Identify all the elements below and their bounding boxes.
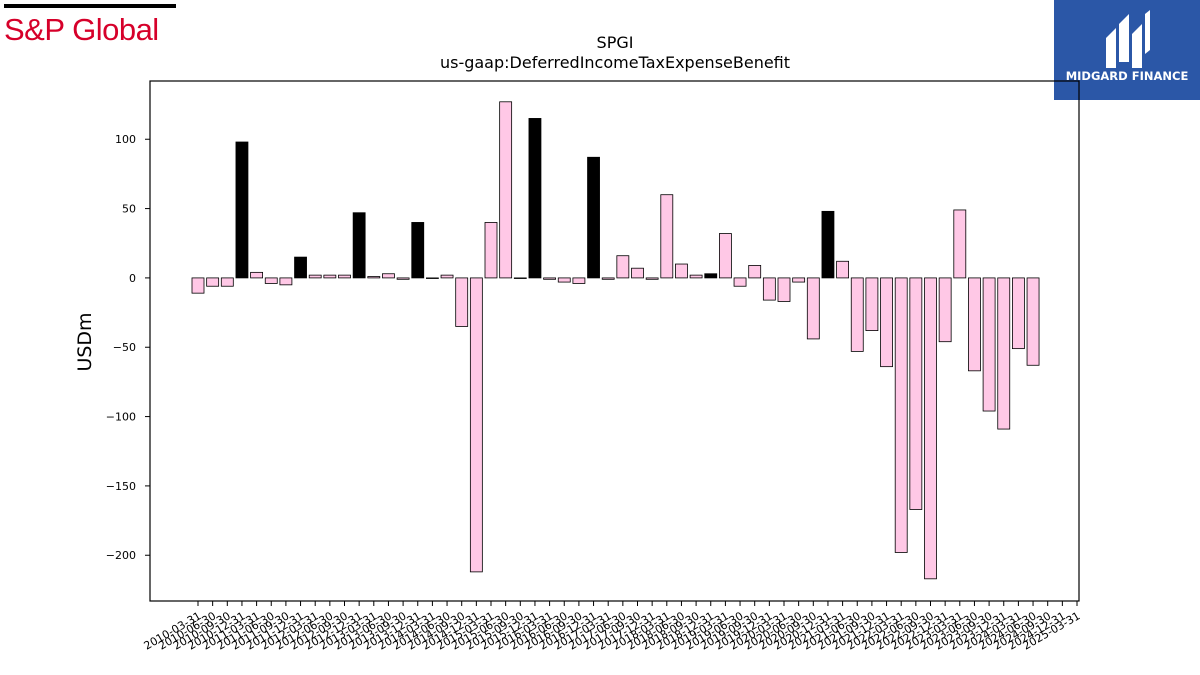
- bar-2022-12-31: [938, 277, 952, 343]
- bar-2012-06-30: [323, 274, 337, 279]
- y-axis-label: USDm: [74, 312, 96, 371]
- bar-2017-03-31: [601, 277, 615, 280]
- bar-2012-12-31: [352, 212, 366, 279]
- y-tick-label: −50: [113, 341, 136, 354]
- bar-2019-06-30: [733, 277, 747, 287]
- y-axis-ticks: 100 50 0 −50 −100 −150 −200: [106, 133, 150, 562]
- bar-2013-03-31: [367, 276, 381, 279]
- bar-2020-09-30: [806, 277, 820, 340]
- y-tick-label: 50: [122, 203, 136, 216]
- bar-2015-09-30: [513, 277, 527, 279]
- bar-2021-12-31: [880, 277, 893, 368]
- midgard-mark-icon: [1106, 10, 1150, 68]
- midgard-finance-logo: MIDGARD FINANCE: [1054, 0, 1200, 100]
- y-tick-label: 0: [129, 272, 136, 285]
- midgard-finance-logo-text: MIDGARD FINANCE: [1065, 69, 1189, 83]
- bar-2016-12-31: [587, 156, 600, 279]
- bar-2020-06-30: [792, 277, 806, 283]
- plot-frame: [149, 80, 1080, 602]
- bar-2020-12-31: [821, 210, 835, 279]
- bar-2015-06-30: [499, 101, 513, 279]
- bar-2024-06-30: [1026, 277, 1040, 366]
- bar-2019-09-30: [748, 265, 762, 279]
- logo-top-rule: [4, 4, 176, 8]
- bar-2021-03-31: [836, 260, 849, 279]
- bar-2016-03-31: [543, 277, 556, 280]
- bar-2015-03-31: [484, 222, 498, 279]
- bar-2022-09-30: [924, 277, 937, 580]
- y-tick-label: 100: [115, 133, 136, 146]
- sp-global-logo-text: S&P Global: [4, 12, 159, 47]
- bar-2011-09-30: [279, 277, 293, 286]
- bar-2013-12-31: [411, 222, 425, 279]
- bar-2013-06-30: [382, 273, 395, 279]
- bar-2017-09-30: [631, 267, 644, 279]
- bar-2014-12-31: [469, 277, 483, 573]
- bar-2014-09-30: [455, 277, 469, 327]
- bar-2017-12-31: [645, 277, 659, 280]
- bar-2023-06-30: [968, 277, 981, 372]
- y-tick-label: −150: [106, 480, 136, 493]
- bar-2018-12-31: [704, 273, 718, 279]
- bar-2011-12-31: [294, 256, 307, 279]
- bar-2017-06-30: [616, 255, 630, 279]
- bar-2014-06-30: [440, 274, 454, 279]
- chart-title: SPGI: [597, 33, 634, 52]
- bar-2023-12-31: [997, 277, 1011, 430]
- bar-2010-12-31: [235, 141, 249, 279]
- bar-2019-12-31: [762, 277, 776, 301]
- bar-2016-06-30: [557, 277, 571, 283]
- bar-2011-06-30: [264, 277, 278, 284]
- bar-2018-09-30: [689, 274, 703, 279]
- bar-2023-09-30: [982, 277, 996, 412]
- bar-2019-03-31: [719, 233, 732, 279]
- bar-2018-03-31: [660, 194, 674, 279]
- sp-global-logo: S&P Global: [4, 4, 176, 47]
- bar-2016-09-30: [572, 277, 586, 284]
- bar-2012-03-31: [308, 274, 322, 279]
- bar-2015-12-31: [528, 118, 542, 279]
- bar-2022-03-31: [894, 277, 908, 553]
- x-axis-ticks: 2010-03-312010-06-302010-09-302010-12-31…: [142, 601, 1083, 653]
- bar-2021-09-30: [865, 277, 879, 332]
- bar-2020-03-31: [777, 277, 791, 302]
- bar-2022-06-30: [909, 277, 923, 510]
- y-tick-label: −100: [106, 411, 136, 424]
- bar-2010-09-30: [220, 277, 234, 287]
- bar-2012-09-30: [338, 274, 351, 279]
- bar-2024-03-31: [1012, 277, 1025, 350]
- chart-subtitle: us-gaap:DeferredIncomeTaxExpenseBenefit: [440, 53, 790, 72]
- bars-group: [191, 101, 1040, 580]
- bar-2023-03-31: [953, 209, 967, 279]
- bar-2018-06-30: [675, 263, 688, 279]
- bar-2013-09-30: [396, 277, 410, 280]
- bar-2021-06-30: [850, 277, 864, 352]
- bar-2010-06-30: [206, 277, 220, 287]
- y-tick-label: −200: [106, 549, 136, 562]
- bar-2010-03-31: [191, 277, 205, 294]
- bar-2011-03-31: [250, 271, 264, 279]
- bar-2014-03-31: [425, 277, 439, 279]
